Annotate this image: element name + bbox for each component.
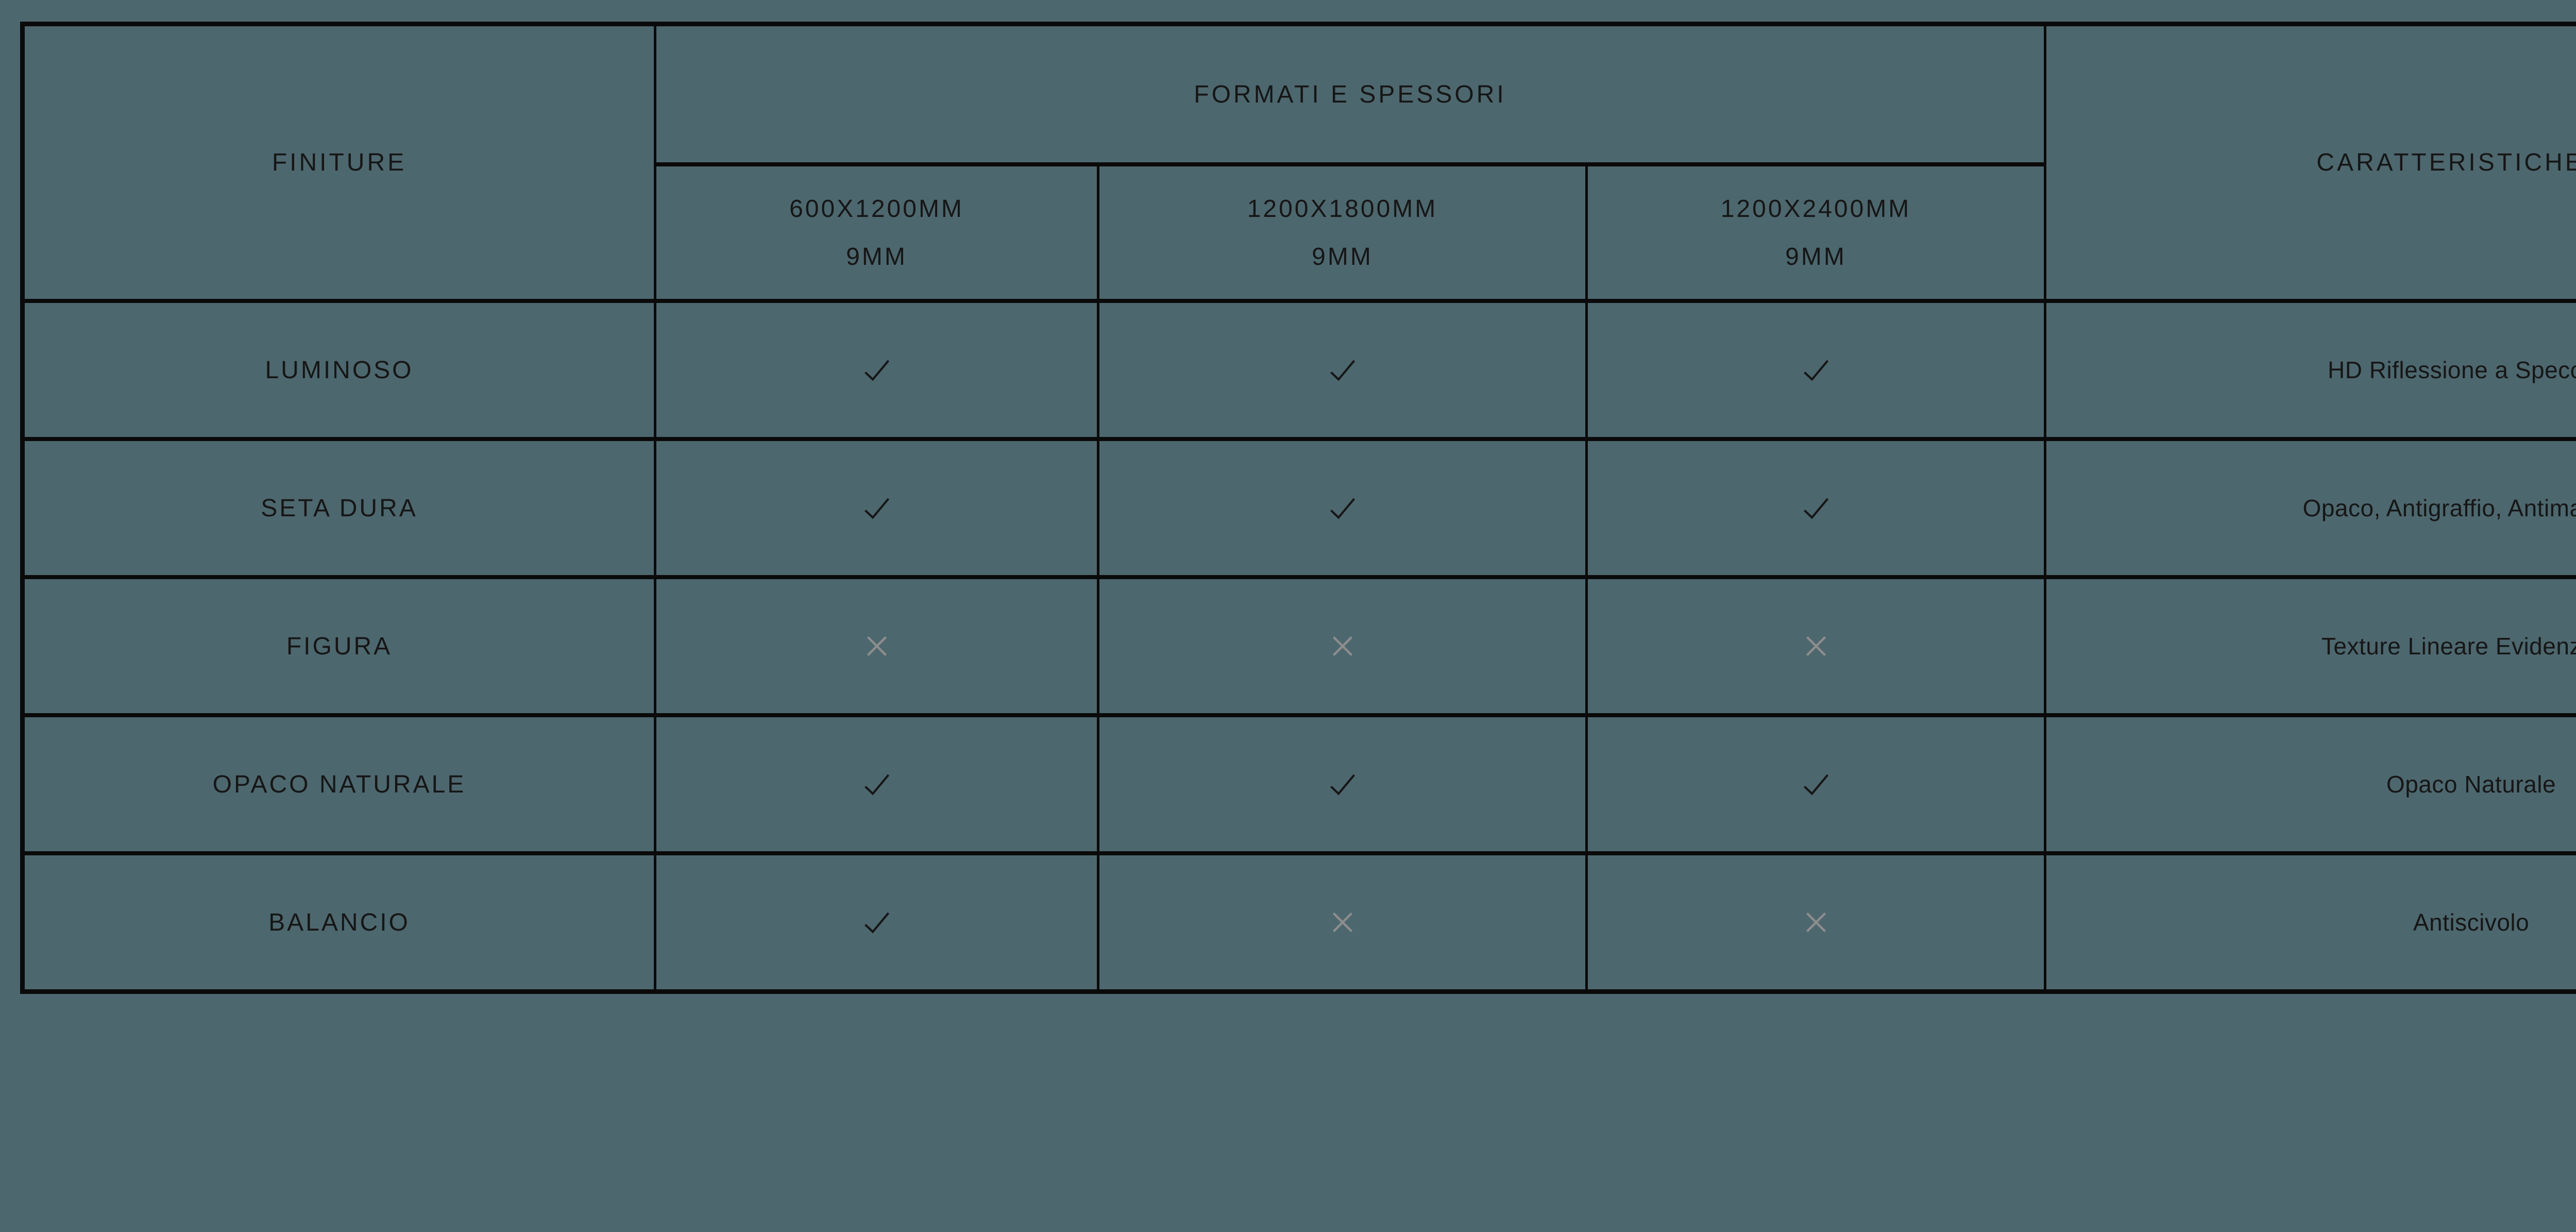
size-column-header: 1200X2400MM 9MM xyxy=(1585,162,2047,303)
feature-label: Opaco Naturale xyxy=(2044,713,2576,855)
finishes-spec-table: FINITURE FORMATI E SPESSORI CARATTERISTI… xyxy=(20,22,2576,994)
header-row-groups: FINITURE FORMATI E SPESSORI CARATTERISTI… xyxy=(21,22,2576,303)
check-icon xyxy=(1330,360,1355,381)
thickness-label: 9MM xyxy=(846,243,907,271)
table-row: SETA DURA Opaco, Antigraffio, Antimacchia xyxy=(21,437,2576,579)
availability-cell xyxy=(1585,437,2047,579)
table-row: FIGURA Texture Lineare Evidenziata xyxy=(21,575,2576,717)
availability-cell xyxy=(654,299,1099,441)
cross-icon xyxy=(1332,912,1352,933)
cross-icon xyxy=(1332,636,1352,656)
table-row: BALANCIO Antiscivolo xyxy=(21,851,2576,994)
availability-cell xyxy=(654,575,1099,717)
availability-cell xyxy=(1585,575,2047,717)
check-icon xyxy=(1803,774,1828,795)
header-caratteristiche: CARATTERISTICHE xyxy=(2044,22,2576,303)
size-column-header: 1200X1800MM 9MM xyxy=(1097,162,1588,303)
feature-label: Texture Lineare Evidenziata xyxy=(2044,575,2576,717)
header-row-sizes: 600X1200MM 9MM 1200X1800MM 9MM 1200X2400… xyxy=(23,162,2576,303)
thickness-label: 9MM xyxy=(1312,243,1373,271)
feature-label: Opaco, Antigraffio, Antimacchia xyxy=(2044,437,2576,579)
feature-label: Antiscivolo xyxy=(2044,851,2576,994)
header-finiture: FINITURE xyxy=(21,22,656,303)
check-icon xyxy=(1330,774,1355,795)
check-icon xyxy=(864,774,889,795)
availability-cell xyxy=(1097,713,1588,855)
availability-cell xyxy=(1585,851,2047,994)
table-row: OPACO NATURALE Opaco Naturale xyxy=(21,713,2576,855)
finish-label: OPACO NATURALE xyxy=(21,713,656,855)
check-icon xyxy=(1803,498,1828,519)
finish-label: BALANCIO xyxy=(21,851,656,994)
availability-cell xyxy=(1097,575,1588,717)
format-label: 600X1200MM xyxy=(789,195,964,223)
finish-label: FIGURA xyxy=(21,575,656,717)
availability-cell xyxy=(654,437,1099,579)
cross-icon xyxy=(1806,912,1826,933)
size-column-header: 600X1200MM 9MM xyxy=(654,162,1099,303)
availability-cell xyxy=(1585,299,2047,441)
availability-cell xyxy=(1097,851,1588,994)
finish-label: SETA DURA xyxy=(21,437,656,579)
check-icon xyxy=(864,498,889,519)
availability-cell xyxy=(654,851,1099,994)
format-label: 1200X1800MM xyxy=(1247,195,1438,223)
format-label: 1200X2400MM xyxy=(1720,195,1911,223)
check-icon xyxy=(864,360,889,381)
check-icon xyxy=(1803,360,1828,381)
check-icon xyxy=(864,912,889,933)
availability-cell xyxy=(1097,437,1588,579)
finish-label: LUMINOSO xyxy=(21,299,656,441)
availability-cell xyxy=(1585,713,2047,855)
check-icon xyxy=(1330,498,1355,519)
header-formati-e-spessori: FORMATI E SPESSORI xyxy=(653,22,2047,166)
availability-cell xyxy=(1097,299,1588,441)
thickness-label: 9MM xyxy=(1785,243,1846,271)
cross-icon xyxy=(1806,636,1826,656)
table-row: LUMINOSO HD Riflessione a Specchio xyxy=(21,299,2576,441)
feature-label: HD Riflessione a Specchio xyxy=(2044,299,2576,441)
cross-icon xyxy=(867,636,887,656)
availability-cell xyxy=(654,713,1099,855)
